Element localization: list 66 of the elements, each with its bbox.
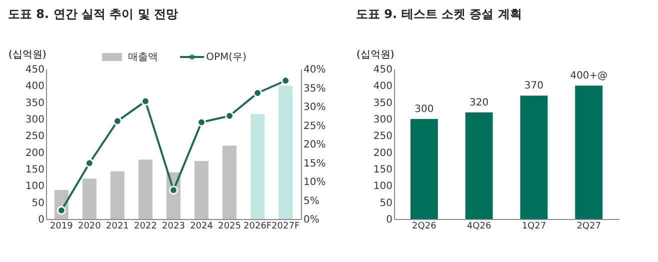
x-tick-label: 2023 (162, 222, 185, 232)
y-tick-label: 300 (25, 114, 44, 126)
x-tick-label: 2026F (244, 222, 272, 232)
x-tick-label: 2020 (78, 222, 102, 232)
bar (410, 119, 438, 219)
y-tick-label: 400 (373, 81, 392, 92)
bar (520, 96, 548, 219)
y-axis-title: (십억원) (8, 50, 46, 60)
bar (465, 112, 493, 219)
y2-tick-label: 20% (304, 140, 326, 150)
data-label: 400+@ (570, 70, 608, 82)
x-tick-label: 2022 (134, 222, 157, 232)
bar (82, 178, 96, 219)
y-tick-label: 0 (386, 214, 392, 226)
data-label: 370 (524, 80, 544, 92)
y-tick-label: 400 (25, 81, 44, 92)
legend-label: 매출액 (128, 52, 158, 63)
x-tick-label: 2Q27 (576, 222, 601, 232)
legend-label: OPM(우) (206, 52, 247, 63)
bar (138, 160, 152, 219)
data-label: 320 (470, 97, 489, 108)
x-tick-label: 1Q27 (522, 222, 546, 232)
x-tick-label: 2021 (106, 222, 129, 232)
y-tick-label: 50 (380, 198, 392, 209)
point (56, 206, 66, 215)
y2-tick-label: 30% (304, 102, 326, 113)
data-label: 300 (414, 104, 434, 115)
y2-tick-label: 0% (304, 214, 320, 226)
y-tick-label: 450 (25, 64, 44, 76)
bar (222, 146, 237, 219)
x-tick-label: 2019 (50, 222, 74, 232)
bar (250, 114, 265, 219)
y-tick-label: 450 (373, 64, 392, 76)
bar (110, 171, 124, 219)
y2-tick-label: 15% (304, 158, 326, 170)
y-tick-label: 0 (38, 214, 44, 226)
x-tick-label: 2025 (218, 222, 241, 232)
y-tick-label: 200 (25, 148, 44, 159)
chart-title: 도표 9. 테스트 소켓 증설 계획 (356, 7, 522, 21)
x-tick-label: 2Q26 (412, 222, 437, 232)
y-axis-title: (십억원) (356, 50, 394, 60)
x-tick-label: 4Q26 (466, 222, 492, 232)
y-tick-label: 350 (25, 98, 44, 109)
y-tick-label: 150 (25, 164, 44, 176)
y-tick-label: 100 (373, 181, 392, 192)
bar (278, 86, 293, 219)
y2-tick-label: 5% (304, 196, 320, 207)
y-tick-label: 200 (373, 148, 392, 159)
y-tick-label: 150 (373, 164, 392, 176)
y2-tick-label: 10% (304, 177, 326, 188)
y-tick-label: 250 (373, 131, 392, 142)
y-tick-label: 350 (373, 98, 392, 109)
point (169, 186, 178, 195)
bar (575, 86, 603, 219)
y-tick-label: 50 (32, 198, 44, 209)
y-tick-label: 300 (373, 114, 392, 126)
y-tick-label: 250 (25, 131, 44, 142)
y-tick-label: 100 (25, 181, 44, 192)
y2-tick-label: 35% (304, 83, 326, 94)
chart-title: 도표 8. 연간 실적 추이 및 전망 (8, 7, 178, 21)
x-tick-label: 2027F (272, 222, 300, 232)
y2-tick-label: 40% (304, 64, 326, 76)
point (113, 116, 122, 126)
bar (194, 161, 209, 219)
y2-tick-label: 25% (304, 120, 326, 132)
x-tick-label: 2024 (190, 222, 214, 232)
